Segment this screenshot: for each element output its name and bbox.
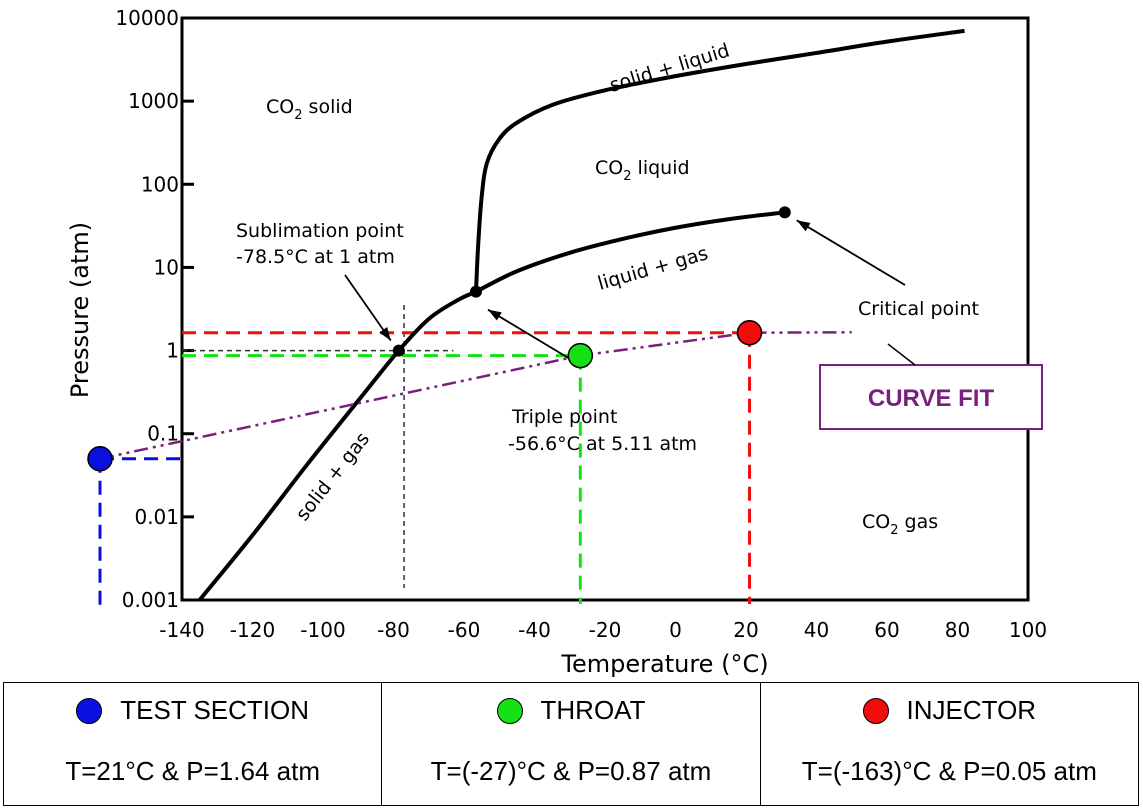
critical-point-label: Critical point	[858, 298, 979, 320]
throat-marker-icon	[496, 697, 523, 724]
injector-detail: T=(-163)°C & P=0.05 atm	[801, 756, 1097, 786]
series-liquid-gas-line	[475, 210, 786, 294]
triple-point-label-line1: Triple point	[511, 406, 617, 428]
x-tick-label: 100	[1009, 618, 1047, 642]
series-curve-fit-line	[99, 331, 852, 460]
x-tick-label: -100	[300, 618, 345, 642]
key-point-triple	[469, 285, 482, 298]
marker-throat	[567, 342, 594, 369]
legend-cell-throat: THROAT T=(-27)°C & P=0.87 atm	[382, 683, 761, 805]
y-tick-label: 0.01	[134, 505, 179, 529]
y-tick-label: 10	[154, 255, 179, 279]
test-section-marker-icon	[76, 697, 103, 724]
region-liquid-label: CO2 liquid	[595, 157, 690, 184]
sublimation-arrow	[344, 274, 392, 342]
x-tick-label: -60	[448, 618, 481, 642]
marker-injector	[736, 319, 763, 346]
triple-point-arrow	[487, 308, 581, 366]
series-solid-gas-line	[198, 289, 477, 602]
x-tick-label: -80	[377, 618, 410, 642]
y-axis-title: Pressure (atm)	[66, 222, 94, 398]
y-tick-label: 1000	[128, 89, 179, 113]
curve-fit-label: CURVE FIT	[868, 385, 995, 412]
marker-test-section	[87, 445, 113, 472]
x-tick-label: -120	[230, 618, 275, 642]
x-tick-label: 0	[669, 618, 682, 642]
legend-cell-test-section: TEST SECTION T=21°C & P=1.64 atm	[4, 683, 383, 805]
curve-fit-leader	[887, 343, 916, 366]
throat-label: THROAT	[540, 695, 646, 725]
sublimation-arrow-head	[379, 327, 391, 341]
legend-table: TEST SECTION T=21°C & P=1.64 atm THROAT …	[3, 682, 1139, 806]
y-tick-label: 10000	[115, 6, 179, 30]
sublimation-label-line1: Sublimation point	[236, 220, 404, 242]
x-tick-label: 60	[874, 618, 899, 642]
key-point-sublimation	[392, 344, 405, 357]
throat-detail: T=(-27)°C & P=0.87 atm	[430, 756, 712, 786]
series-solid-liquid-line	[473, 28, 965, 292]
region-gas-label: CO2 gas	[862, 511, 938, 538]
plot-frame	[180, 16, 1030, 602]
x-tick-label: 40	[804, 618, 829, 642]
critical-point-arrow	[796, 219, 906, 286]
x-axis-title: Temperature (°C)	[560, 650, 768, 678]
triple-point-arrow-head	[487, 309, 502, 321]
sublimation-label-line2: -78.5°C at 1 atm	[236, 246, 395, 268]
test-section-detail: T=21°C & P=1.64 atm	[65, 756, 320, 786]
region-solid-label: CO2 solid	[266, 96, 353, 123]
y-tick-label: 0.001	[122, 588, 179, 612]
liquid-gas-curve-label: liquid + gas	[595, 242, 710, 294]
x-tick-label: -40	[518, 618, 551, 642]
critical-point-arrow-head	[796, 220, 811, 232]
key-point-critical	[778, 206, 791, 219]
solid-gas-curve-label: solid + gas	[292, 428, 374, 525]
legend-cell-injector: INJECTOR T=(-163)°C & P=0.05 atm	[761, 683, 1138, 805]
y-tick-label: 100	[141, 172, 179, 196]
curve-fit-box	[819, 364, 1043, 430]
y-tick-label: 1	[166, 339, 179, 363]
x-tick-label: -140	[159, 618, 204, 642]
x-tick-label: 80	[945, 618, 970, 642]
x-tick-label: 20	[733, 618, 758, 642]
test-section-label: TEST SECTION	[120, 695, 310, 725]
injector-label: INJECTOR	[906, 695, 1037, 725]
triple-point-label-line2: -56.6°C at 5.11 atm	[508, 433, 697, 455]
x-tick-label: -20	[589, 618, 622, 642]
injector-marker-icon	[862, 697, 889, 724]
